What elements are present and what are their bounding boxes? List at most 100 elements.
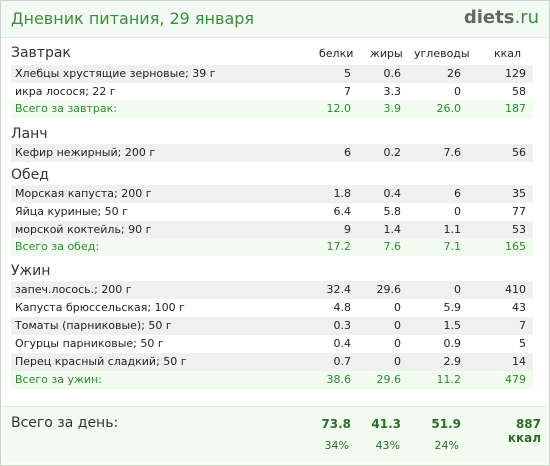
food-protein: 1.8 <box>333 187 352 200</box>
page-title: Дневник питания, 29 января <box>11 9 255 28</box>
food-protein: 5 <box>344 67 351 80</box>
day-total-panel: Всего за день: 73.8 41.3 51.9 887 ккал 3… <box>3 406 547 462</box>
food-carbs: 0 <box>454 283 461 296</box>
food-carbs: 2.9 <box>443 355 462 368</box>
food-row: Капуста брюссельская; 100 г 4.8 0 5.9 43 <box>11 299 533 317</box>
food-kcal: 77 <box>512 205 526 218</box>
day-pct-protein: 34% <box>324 439 349 452</box>
meal-title-supper: Ужин <box>11 263 51 279</box>
food-kcal: 129 <box>505 67 526 80</box>
food-row: Томаты (парниковые); 50 г 0.3 0 1.5 7 <box>11 317 533 335</box>
food-carbs: 5.9 <box>443 301 462 314</box>
meal-total-label: Всего за завтрак: <box>15 102 118 115</box>
total-carbs: 11.2 <box>436 373 462 386</box>
total-protein: 17.2 <box>326 240 352 253</box>
food-row: Морская капуста; 200 г 1.8 0.4 6 35 <box>11 185 533 203</box>
food-kcal: 58 <box>512 85 526 98</box>
meal-title-breakfast: Завтрак <box>11 45 71 61</box>
food-fat: 0.6 <box>383 67 402 80</box>
total-kcal: 479 <box>505 373 526 386</box>
total-fat: 3.9 <box>383 102 402 115</box>
day-pct-carbs: 24% <box>434 439 459 452</box>
total-fat: 7.6 <box>383 240 402 253</box>
logo-tld: .ru <box>514 7 539 28</box>
food-kcal: 5 <box>519 337 526 350</box>
food-protein: 6.4 <box>333 205 352 218</box>
logo-main: diets <box>463 7 515 28</box>
col-header-carbs: углеводы <box>414 47 470 60</box>
total-protein: 38.6 <box>326 373 352 386</box>
food-carbs: 0 <box>454 205 461 218</box>
food-fat: 0 <box>394 301 401 314</box>
food-name: Капуста брюссельская; 100 г <box>15 301 185 314</box>
food-name: запеч.лосось.; 200 г <box>15 283 132 296</box>
meal-total-row-breakfast: Всего за завтрак: 12.0 3.9 26.0 187 <box>11 100 533 118</box>
day-total-fat: 41.3 <box>371 417 401 431</box>
food-name: Морская капуста; 200 г <box>15 187 152 200</box>
food-kcal: 53 <box>512 223 526 236</box>
total-carbs: 7.1 <box>443 240 462 253</box>
food-fat: 0.4 <box>383 187 402 200</box>
meal-total-label: Всего за обед: <box>15 240 100 253</box>
food-protein: 4.8 <box>333 301 352 314</box>
day-pct-fat: 43% <box>375 439 400 452</box>
food-fat: 5.8 <box>383 205 402 218</box>
site-logo[interactable]: diets.ru <box>464 7 539 28</box>
col-header-fat: жиры <box>370 47 403 60</box>
food-fat: 29.6 <box>376 283 402 296</box>
day-total-protein: 73.8 <box>321 417 351 431</box>
meal-title-dinner: Обед <box>11 167 49 183</box>
food-protein: 6 <box>344 146 351 159</box>
food-carbs: 7.6 <box>443 146 462 159</box>
food-name: икра лосося; 22 г <box>15 85 116 98</box>
food-name: Огурцы парниковые; 50 г <box>15 337 164 350</box>
day-total-label: Всего за день: <box>11 415 119 431</box>
food-protein: 9 <box>344 223 351 236</box>
day-total-kcal: 887 ккал <box>507 417 541 445</box>
food-row: Перец красный сладкий; 50 г 0.7 0 2.9 14 <box>11 353 533 371</box>
food-kcal: 43 <box>512 301 526 314</box>
food-row: морской коктейль; 90 г 9 1.4 1.1 53 <box>11 221 533 239</box>
food-carbs: 0.9 <box>443 337 462 350</box>
col-header-kcal: ккал <box>494 47 522 60</box>
total-kcal: 165 <box>505 240 526 253</box>
food-name: Хлебцы хрустящие зерновые; 39 г <box>15 67 216 80</box>
food-name: Томаты (парниковые); 50 г <box>15 319 172 332</box>
food-protein: 32.4 <box>326 283 352 296</box>
col-header-protein: белки <box>319 47 354 60</box>
food-carbs: 0 <box>454 85 461 98</box>
food-row: Яйца куриные; 50 г 6.4 5.8 0 77 <box>11 203 533 221</box>
food-carbs: 1.1 <box>443 223 462 236</box>
total-protein: 12.0 <box>326 102 352 115</box>
food-protein: 7 <box>344 85 351 98</box>
food-kcal: 7 <box>519 319 526 332</box>
food-row: икра лосося; 22 г 7 3.3 0 58 <box>11 83 533 101</box>
meal-total-row-supper: Всего за ужин: 38.6 29.6 11.2 479 <box>11 371 533 389</box>
meal-title-lunch: Ланч <box>11 126 48 142</box>
meal-total-row-dinner: Всего за обед: 17.2 7.6 7.1 165 <box>11 238 533 256</box>
food-row: Кефир нежирный; 200 г 6 0.2 7.6 56 <box>11 144 533 162</box>
food-fat: 0 <box>394 355 401 368</box>
total-fat: 29.6 <box>376 373 402 386</box>
food-kcal: 56 <box>512 146 526 159</box>
total-kcal: 187 <box>505 102 526 115</box>
header: Дневник питания, 29 января diets.ru <box>1 1 549 38</box>
food-protein: 0.3 <box>333 319 352 332</box>
food-protein: 0.7 <box>333 355 352 368</box>
food-fat: 3.3 <box>383 85 402 98</box>
food-fat: 0 <box>394 319 401 332</box>
food-name: Перец красный сладкий; 50 г <box>15 355 187 368</box>
food-kcal: 14 <box>512 355 526 368</box>
total-carbs: 26.0 <box>436 102 462 115</box>
food-name: Яйца куриные; 50 г <box>15 205 128 218</box>
food-fat: 0 <box>394 337 401 350</box>
day-total-carbs: 51.9 <box>431 417 461 431</box>
food-protein: 0.4 <box>333 337 352 350</box>
food-row: Огурцы парниковые; 50 г 0.4 0 0.9 5 <box>11 335 533 353</box>
food-kcal: 410 <box>505 283 526 296</box>
meal-total-label: Всего за ужин: <box>15 373 102 386</box>
food-carbs: 1.5 <box>443 319 462 332</box>
food-name: Кефир нежирный; 200 г <box>15 146 156 159</box>
food-row: Хлебцы хрустящие зерновые; 39 г 5 0.6 26… <box>11 65 533 83</box>
